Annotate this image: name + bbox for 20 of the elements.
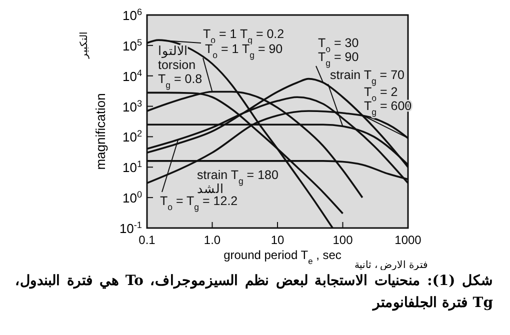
y-tick-label: 10$^{6}$ [122, 7, 142, 23]
text: شكل (1): منحنيات الاستجابة لبعض نظم السيزموجراف، To هي فترة البندول، Tg فترة الجلفانومتر [15, 272, 493, 313]
text: T$_{o}$ = T$_{g}$ = 12.2 [160, 194, 238, 212]
x-axis-title: ground period T$_{e}$ , sec [224, 248, 342, 266]
y-tick-label: 10$^{3}$ [122, 98, 142, 114]
x-tick-label: 100 [332, 233, 354, 247]
x-tick-label: 1.0 [204, 233, 221, 247]
x-tick-label: 10 [270, 233, 284, 247]
legend-label: strain T$_{g}$ = 70 [330, 68, 405, 86]
x-tick-label: 1000 [394, 233, 422, 247]
series-label: T$_{o}$ = 30 T$_{g}$ = 90 [318, 36, 359, 68]
y-tick-label: 10$^{4}$ [122, 68, 142, 84]
y-tick-label: 10$^{5}$ [122, 37, 142, 54]
text: التكبير [79, 32, 90, 60]
y-tick-label: 10$^{2}$ [122, 128, 142, 145]
y-axis-title: magnification [93, 93, 108, 170]
y-tick-label: 10$^{1}$ [122, 159, 142, 176]
x-tick-label: 0.1 [138, 233, 156, 247]
y-tick-label: 10$^{0}$ [122, 190, 142, 206]
y-tick-label: 10$^{-1}$ [119, 220, 142, 236]
